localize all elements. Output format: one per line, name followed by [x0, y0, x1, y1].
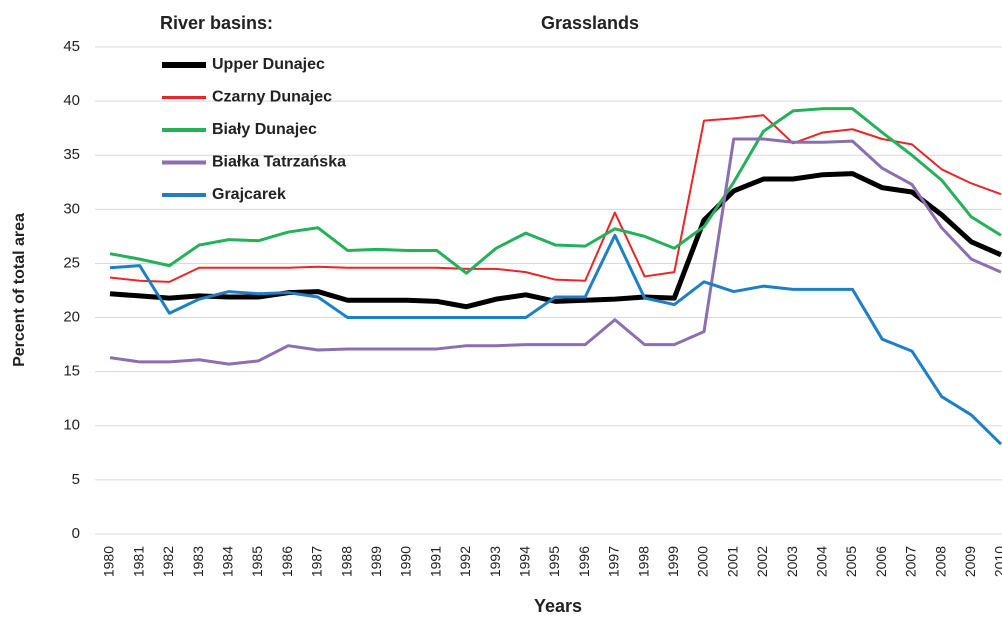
x-tick-label: 2004: [814, 546, 830, 577]
x-tick-label: 2003: [784, 546, 800, 577]
y-tick-label: 10: [63, 417, 80, 434]
x-tick-label: 2009: [962, 546, 978, 577]
series-line: [109, 107, 1002, 275]
series-line: [109, 137, 1002, 366]
x-tick-label: 1987: [309, 546, 325, 577]
y-tick-label: 25: [63, 254, 80, 271]
legend-label: Biały Dunajec: [212, 121, 317, 138]
series-line: [109, 171, 1002, 310]
legend-label: Upper Dunajec: [212, 56, 325, 73]
legend-title: River basins:: [160, 13, 273, 33]
x-tick-label: 1994: [517, 546, 533, 577]
x-tick-label: 1986: [279, 546, 295, 577]
x-tick-label: 1990: [398, 546, 414, 577]
x-tick-label: 1995: [546, 546, 562, 577]
y-axis-label: Percent of total area: [11, 213, 28, 367]
x-tick-label: 2010: [992, 546, 1002, 577]
x-tick-label: 1981: [130, 546, 146, 577]
x-tick-label: 2006: [873, 546, 889, 577]
x-tick-label: 1985: [249, 546, 265, 577]
series-line: [109, 114, 1002, 283]
y-tick-label: 5: [72, 471, 80, 488]
x-tick-label: 1991: [427, 546, 443, 577]
x-tick-label: 2008: [932, 546, 948, 577]
x-tick-label: 1993: [487, 546, 503, 577]
x-tick-label: 1980: [101, 546, 117, 577]
series-line: [109, 233, 1002, 446]
chart-title: Grasslands: [541, 13, 639, 33]
y-tick-label: 35: [63, 146, 80, 163]
x-tick-label: 2000: [695, 546, 711, 577]
x-tick-label: 1984: [220, 546, 236, 577]
y-tick-label: 30: [63, 200, 80, 217]
x-tick-label: 2002: [754, 546, 770, 577]
x-tick-label: 1983: [190, 546, 206, 577]
x-axis-label: Years: [534, 596, 582, 616]
y-tick-label: 45: [63, 38, 80, 55]
x-tick-label: 2001: [724, 546, 740, 577]
x-tick-label: 1988: [338, 546, 354, 577]
y-tick-label: 15: [63, 363, 80, 380]
y-tick-label: 40: [63, 92, 80, 109]
legend-label: Czarny Dunajec: [212, 89, 332, 106]
x-tick-label: 2007: [903, 546, 919, 577]
legend-label: Białka Tatrzańska: [212, 154, 346, 171]
y-tick-label: 0: [72, 525, 80, 542]
x-tick-label: 1992: [457, 546, 473, 577]
y-tick-label: 20: [63, 309, 80, 326]
legend-label: Grajcarek: [212, 186, 286, 203]
x-tick-label: 1982: [160, 546, 176, 577]
x-tick-label: 1999: [665, 546, 681, 577]
x-tick-label: 1996: [576, 546, 592, 577]
x-tick-label: 2005: [843, 546, 859, 577]
x-tick-label: 1989: [368, 546, 384, 577]
x-tick-label: 1998: [635, 546, 651, 577]
x-tick-label: 1997: [606, 546, 622, 577]
